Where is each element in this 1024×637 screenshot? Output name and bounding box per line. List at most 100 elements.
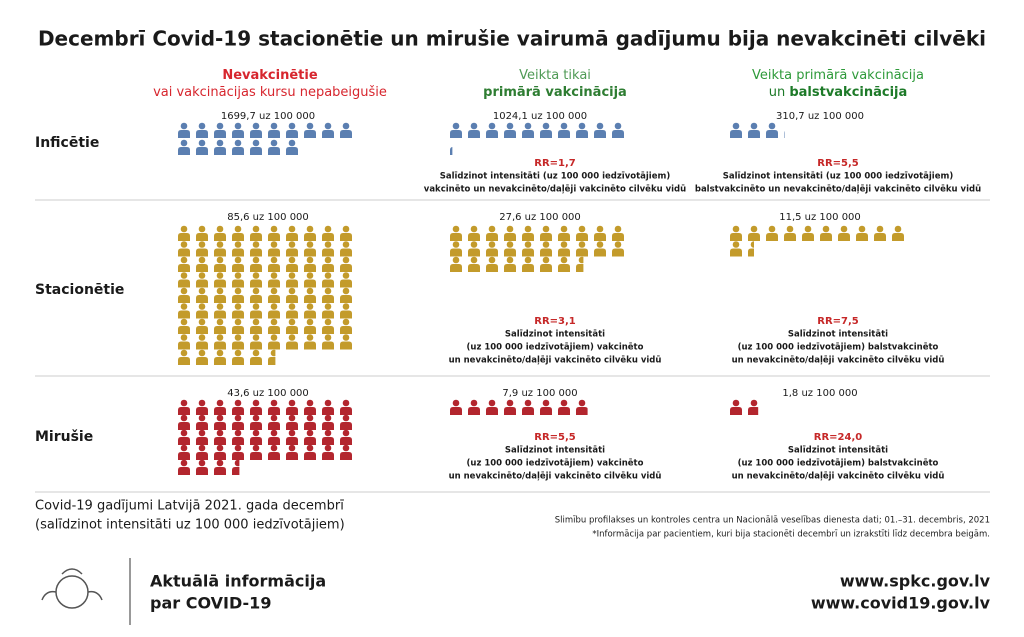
person-icon — [340, 225, 352, 241]
person-icon — [268, 241, 280, 257]
icon-head — [342, 225, 350, 233]
header-part: Veikta primārā vakcinācija — [752, 68, 924, 83]
person-icon — [322, 444, 334, 460]
icon-body — [450, 248, 462, 257]
source-note: Slimību profilakses un kontroles centra … — [555, 516, 990, 526]
person-icon — [730, 225, 742, 241]
icon-body — [504, 233, 516, 241]
person-icon — [304, 414, 316, 430]
icon-head — [198, 303, 206, 310]
person-icon — [232, 414, 244, 430]
person-icon — [540, 256, 552, 272]
icon-body — [522, 130, 534, 138]
icon-body — [820, 233, 832, 241]
person-icon — [232, 349, 244, 365]
person-icon — [340, 272, 352, 288]
value-label: 85,6 uz 100 000 — [227, 212, 309, 223]
person-icon — [286, 139, 298, 155]
icon-head — [180, 444, 188, 452]
icon-head — [506, 241, 514, 248]
icon-head — [768, 225, 776, 233]
person-icon — [486, 225, 498, 241]
person-icon — [450, 241, 462, 257]
person-icon — [214, 272, 226, 288]
rr-note: un nevakcinēto/daļēji vakcinēto cilvēku … — [732, 356, 945, 366]
icon-head — [306, 122, 314, 130]
icon-body — [594, 248, 606, 257]
icon-body — [232, 422, 244, 430]
caption: (salīdzinot intensitāti uz 100 000 iedzī… — [35, 518, 345, 533]
icon-body — [340, 341, 352, 350]
person-icon — [214, 444, 226, 460]
person-icon — [196, 429, 208, 445]
person-icon — [250, 399, 262, 415]
icon-body — [576, 248, 588, 257]
icon-head — [252, 272, 260, 279]
icon-head — [180, 122, 188, 130]
icon-head — [216, 287, 224, 295]
icon-body — [504, 248, 516, 257]
rr-note: un nevakcinēto/daļēji vakcinēto cilvēku … — [732, 472, 945, 482]
icon-body — [486, 407, 498, 415]
icon-head — [180, 139, 188, 147]
icon-head — [180, 429, 188, 437]
icon-head — [216, 139, 224, 147]
person-icon — [576, 225, 588, 241]
person-icon — [322, 287, 334, 303]
icon-head — [452, 122, 460, 130]
icon-body — [322, 341, 334, 350]
icon-body — [340, 279, 352, 288]
icon-body — [250, 310, 262, 319]
source-note: *Informācija par pacientiem, kuri bija s… — [592, 530, 990, 540]
icon-head — [470, 241, 478, 248]
icon-body — [892, 233, 904, 241]
icon-body — [322, 452, 334, 460]
icon-body — [268, 130, 280, 138]
person-icon — [322, 429, 334, 445]
icon-body — [304, 279, 316, 288]
icon-head — [234, 334, 242, 341]
icon-head — [596, 241, 604, 248]
icon-head — [216, 241, 224, 248]
icon-body — [784, 233, 796, 241]
icon-head — [324, 256, 332, 264]
icon-head — [270, 318, 278, 326]
icon-body — [214, 310, 226, 319]
person-icon — [196, 225, 208, 241]
person-icon — [196, 399, 208, 415]
icon-body — [250, 233, 262, 241]
icon-body — [468, 407, 480, 415]
icon-head — [216, 122, 224, 130]
icon-body — [196, 437, 208, 445]
icon-body — [802, 233, 814, 241]
person-icon — [178, 287, 190, 303]
icon-head — [198, 414, 206, 422]
icon-head — [324, 241, 332, 248]
icon-head — [216, 272, 224, 279]
icon-head — [252, 414, 260, 422]
icon-head — [750, 225, 758, 233]
icon-body — [730, 407, 742, 415]
icon-body — [286, 437, 298, 445]
icon-head — [234, 241, 242, 248]
icon-head — [288, 303, 296, 310]
icon-body — [178, 233, 190, 241]
icon-head — [234, 429, 242, 437]
icon-head — [234, 303, 242, 310]
person-icon — [322, 272, 334, 288]
icon-head — [324, 444, 332, 452]
person-icon — [214, 349, 226, 365]
icon-head — [452, 399, 460, 407]
icon-body — [196, 233, 208, 241]
icon-head — [252, 318, 260, 326]
icon-body — [304, 407, 316, 415]
icon-head — [578, 225, 586, 233]
icon-head — [216, 429, 224, 437]
icon-head — [180, 334, 188, 341]
rr-note: Salīdzinot intensitāti (uz 100 000 iedzī… — [723, 172, 954, 182]
icon-head — [252, 349, 260, 357]
person-icon — [250, 225, 262, 241]
icon-head — [270, 139, 278, 147]
icon-body — [196, 295, 208, 303]
icon-body — [178, 467, 190, 475]
